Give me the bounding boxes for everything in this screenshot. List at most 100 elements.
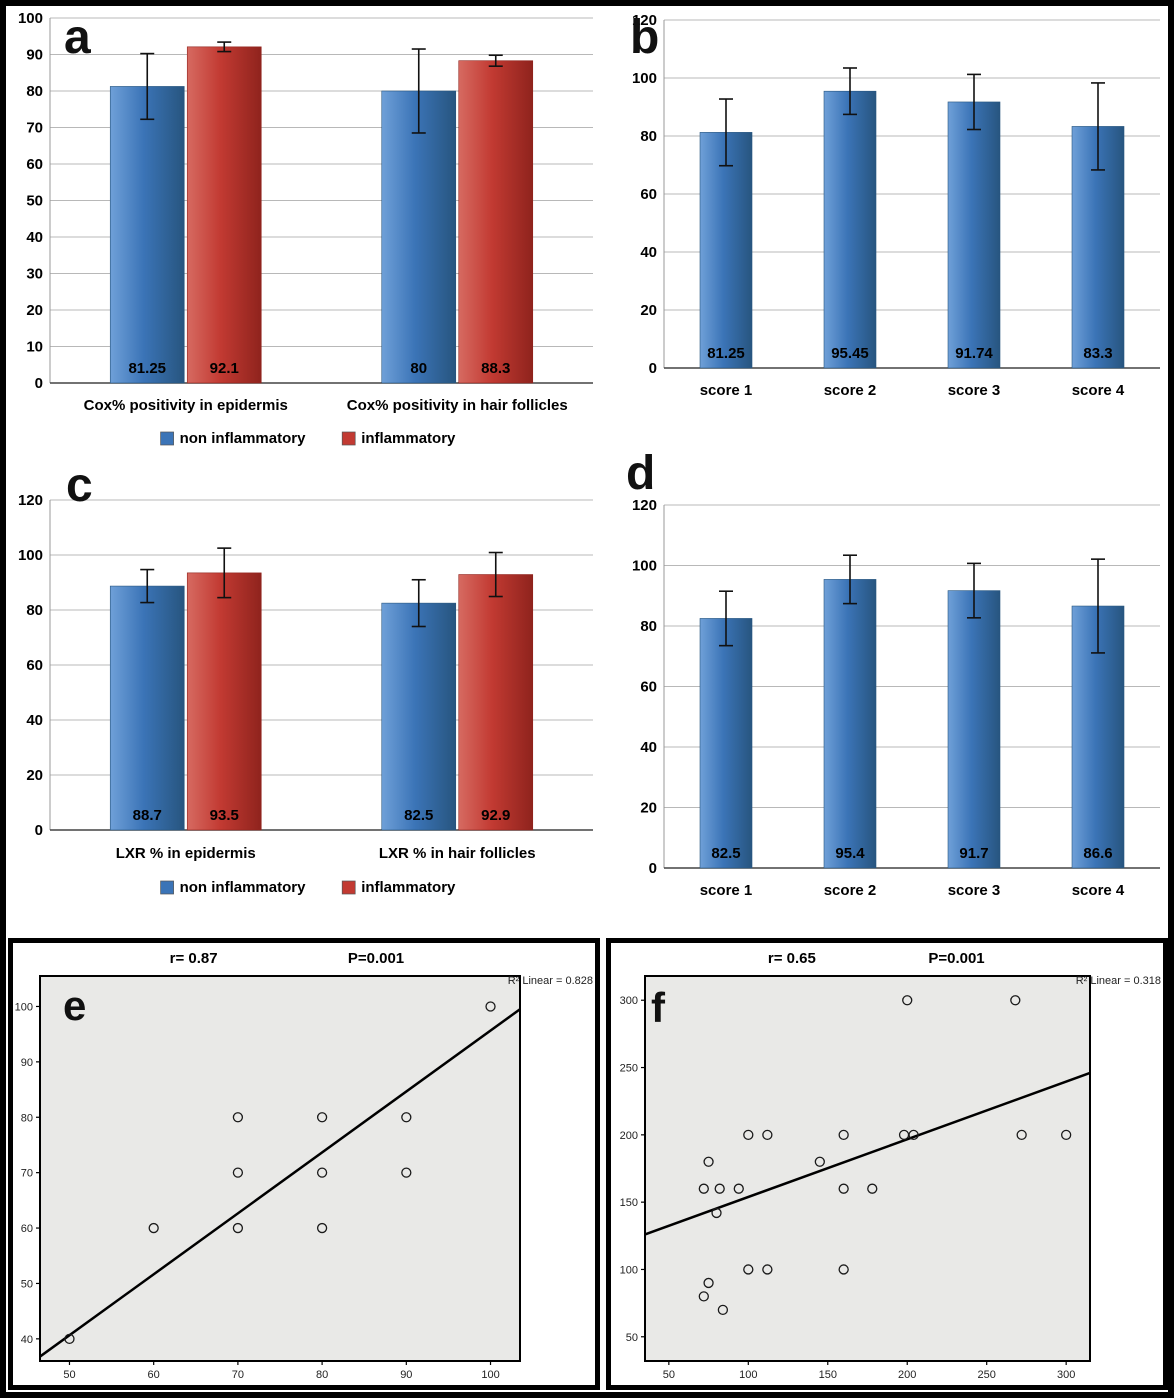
- y-tick-label: 30: [26, 266, 43, 283]
- x-tick-label: 70: [232, 1369, 244, 1381]
- scatter-point: [698, 1183, 709, 1194]
- value-label: 88.7: [133, 807, 162, 824]
- scatter-point: [902, 995, 913, 1006]
- scatter-point: [867, 1183, 878, 1194]
- panel-c-lxr-bar-chart: 0 20 40 60 80 100 120 88.7 93.5 LXR % in epidermi…: [8, 462, 608, 920]
- panel-e-scatter-box: r= 0.87 P=0.001 R² Linear = 0.828 50 60 70 80 9…: [8, 938, 600, 1390]
- category-label: LXR % in epidermis: [116, 845, 256, 862]
- category-label: score 1: [700, 882, 753, 899]
- y-tick-label: 120: [18, 492, 43, 509]
- value-label: 91.74: [955, 345, 993, 362]
- category-label: score 1: [700, 382, 753, 399]
- y-tick-label: 200: [620, 1130, 638, 1142]
- y-tick-label: 70: [26, 120, 43, 137]
- y-tick-label: 100: [18, 547, 43, 564]
- bar: [823, 90, 877, 369]
- value-label: 80: [410, 360, 427, 377]
- bar: [699, 618, 753, 869]
- y-tick-label: 50: [26, 193, 43, 210]
- y-tick-label: 60: [640, 679, 657, 696]
- x-tick-label: 200: [898, 1369, 916, 1381]
- cox-score-bar-chart: 0 20 40 60 80 100 120 81.25 score 1 95.45 score 2 9…: [632, 12, 1160, 399]
- value-label: 88.3: [481, 360, 510, 377]
- x-tick-label: 100: [739, 1369, 757, 1381]
- correlation-scatter-plot-f: r= 0.65 P=0.001 R² Linear = 0.318 50 100 150 2…: [620, 950, 1161, 1381]
- legend-swatch: [160, 431, 174, 446]
- y-tick-label: 20: [640, 800, 657, 817]
- y-tick-label: 80: [640, 618, 657, 635]
- y-tick-label: 40: [26, 229, 43, 246]
- r-value-label: r= 0.65: [768, 950, 816, 967]
- value-label: 95.45: [831, 345, 869, 362]
- panel-a-cox-bar-chart: 0 10 20 30 40 50 60 70 80 90 100 81.25 92.1 Cox% posi…: [8, 8, 608, 460]
- legend-swatch: [160, 880, 174, 895]
- value-label: 81.25: [707, 345, 745, 362]
- scatter-point: [703, 1156, 714, 1167]
- y-tick-label: 70: [21, 1168, 33, 1180]
- x-tick-label: 60: [148, 1369, 160, 1381]
- scatter-point: [401, 1167, 412, 1178]
- legend-item: non inflammatory: [160, 879, 306, 896]
- scatter-point: [64, 1333, 75, 1344]
- scatter-point: [698, 1291, 709, 1302]
- y-tick-label: 80: [26, 83, 43, 100]
- scatter-point: [717, 1304, 729, 1315]
- lxr-score-bar-chart: 0 20 40 60 80 100 120 82.5 score 1 95.4 score 2 91.…: [632, 497, 1160, 899]
- x-tick-label: 250: [978, 1369, 996, 1381]
- y-tick-label: 60: [21, 1223, 33, 1235]
- category-label: LXR % in hair follicles: [379, 845, 536, 862]
- legend-swatch: [341, 880, 356, 895]
- scatter-point: [711, 1207, 722, 1219]
- y-tick-label: 60: [26, 156, 43, 173]
- scatter-point: [232, 1112, 244, 1123]
- y-tick-label: 50: [626, 1332, 638, 1344]
- y-tick-label: 10: [26, 339, 43, 356]
- category-label: score 4: [1072, 382, 1125, 399]
- bar: [947, 101, 1001, 369]
- scatter-point: [814, 1156, 825, 1167]
- y-tick-label: 0: [35, 375, 43, 392]
- y-tick-label: 0: [649, 360, 657, 377]
- category-label: Cox% positivity in epidermis: [84, 397, 288, 414]
- y-tick-label: 20: [640, 302, 657, 319]
- value-label: 95.4: [835, 845, 865, 862]
- y-tick-label: 150: [620, 1197, 638, 1209]
- scatter-point: [232, 1222, 244, 1234]
- y-tick-label: 100: [632, 558, 657, 575]
- y-tick-label: 0: [35, 822, 43, 839]
- category-label: score 2: [824, 382, 877, 399]
- panel-letter-c: c: [66, 459, 93, 512]
- scatter-point: [743, 1264, 754, 1275]
- bar: [947, 590, 1001, 869]
- scatter-point: [316, 1222, 328, 1234]
- category-label: Cox% positivity in hair follicles: [347, 397, 568, 414]
- legend-item: non inflammatory: [160, 430, 306, 447]
- y-tick-label: 90: [21, 1057, 33, 1069]
- bar: [458, 574, 534, 831]
- bar: [458, 60, 534, 384]
- p-value-label: P=0.001: [928, 950, 984, 967]
- x-tick-label: 90: [400, 1369, 412, 1381]
- scatter-point: [316, 1112, 328, 1123]
- scatter-point: [838, 1183, 849, 1194]
- panel-f-scatter-box: r= 0.65 P=0.001 R² Linear = 0.318 50 100 150 2…: [606, 938, 1168, 1390]
- panel-letter-b: b: [630, 11, 660, 64]
- y-tick-label: 80: [21, 1112, 33, 1124]
- correlation-scatter-plot-e: r= 0.87 P=0.001 R² Linear = 0.828 50 60 70 80 9…: [15, 950, 593, 1381]
- scatter-point: [232, 1167, 244, 1178]
- bar: [381, 602, 457, 831]
- category-label: score 3: [948, 382, 1001, 399]
- value-label: 81.25: [128, 360, 166, 377]
- y-tick-label: 20: [26, 767, 43, 784]
- y-tick-label: 40: [26, 712, 43, 729]
- y-tick-label: 20: [26, 302, 43, 319]
- value-label: 83.3: [1083, 345, 1112, 362]
- y-tick-label: 100: [18, 10, 43, 27]
- bar: [699, 132, 753, 369]
- plot-area: [39, 975, 521, 1362]
- y-tick-label: 50: [21, 1278, 33, 1290]
- plot-area: [644, 975, 1091, 1362]
- y-tick-label: 120: [632, 497, 657, 514]
- fit-line: [644, 1071, 1091, 1236]
